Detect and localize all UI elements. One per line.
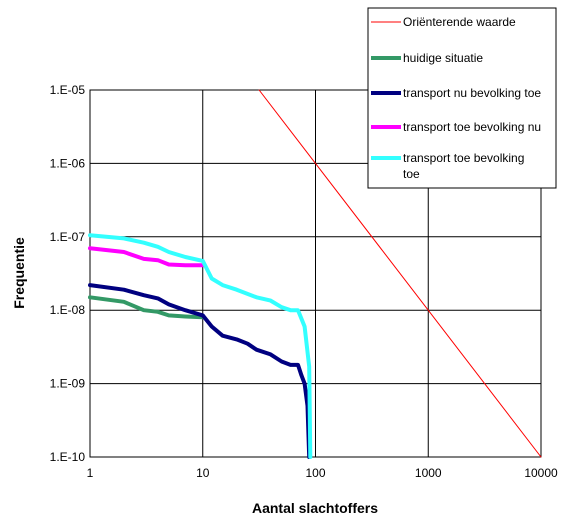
x-tick-label: 1000: [415, 466, 442, 480]
legend-item: huidige situatie: [371, 51, 483, 65]
series-line-5: [88, 233, 313, 459]
series-line-1: [258, 89, 542, 458]
y-tick-label: 1.E-06: [50, 156, 86, 170]
legend-item: transport nu bevolking toe: [371, 86, 541, 100]
legend-label: Oriënterende waarde: [403, 15, 516, 29]
y-axis-title: Frequentie: [11, 237, 27, 309]
legend-item: transport toe bevolking nu: [371, 120, 541, 134]
series-line-4: [88, 246, 205, 268]
x-tick-label: 10: [196, 466, 210, 480]
legend-label: transport toe bevolking toe: [403, 151, 524, 181]
x-tick-label: 1: [87, 466, 94, 480]
series-lines: [88, 89, 542, 459]
legend-label: transport toe bevolking nu: [403, 120, 541, 134]
x-tick-label: 10000: [524, 466, 558, 480]
legend-item: Oriënterende waarde: [371, 15, 516, 29]
x-tick-label: 100: [305, 466, 325, 480]
series-line-3: [88, 283, 312, 459]
plot-area-border: [89, 89, 542, 458]
tick-labels: 1 10 100 1000 10000 1.E-10 1.E-09 1.E-08 1.E-07 1…: [50, 83, 558, 480]
y-tick-label: 1.E-08: [50, 303, 86, 317]
series-line-2: [88, 295, 205, 320]
y-tick-label: 1.E-09: [50, 377, 86, 391]
y-tick-label: 1.E-10: [50, 450, 86, 464]
y-tick-label: 1.E-05: [50, 83, 86, 97]
y-tick-label: 1.E-07: [50, 230, 86, 244]
legend-label: huidige situatie: [403, 51, 483, 65]
legend: Oriënterende waarde huidige situatie trans…: [367, 7, 557, 189]
legend-item: transport toe bevolking toe: [371, 151, 524, 181]
legend-label: transport nu bevolking toe: [403, 86, 541, 100]
x-axis-title: Aantal slachtoffers: [252, 500, 378, 516]
